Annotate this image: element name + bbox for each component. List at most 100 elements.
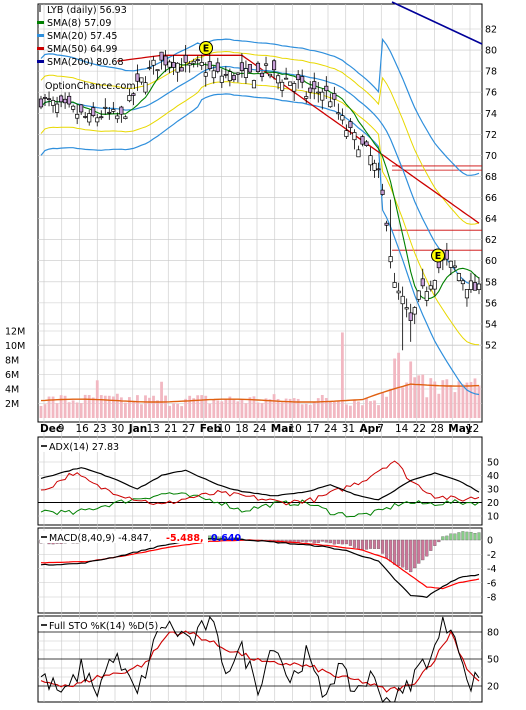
adx-tick-label: 20 (487, 498, 499, 509)
adx-title: ADX(14) 27.83 (49, 442, 119, 453)
macd-histogram-bar (441, 536, 445, 541)
volume-bar (421, 374, 425, 418)
candle-body (276, 75, 281, 84)
adx-line (40, 467, 480, 501)
macd-histogram-bar (308, 539, 312, 542)
candle-body (99, 116, 104, 119)
macd-histogram-bar (356, 539, 360, 550)
volume-bar (107, 395, 111, 418)
adx-title-bg (40, 440, 126, 452)
macd-histogram-bar (385, 539, 389, 559)
macd-tick-label: 0 (487, 536, 493, 547)
volume-bar (192, 398, 196, 418)
candle-body (103, 106, 108, 109)
x-tick-label: 10 (218, 423, 231, 435)
candle-body (42, 97, 48, 99)
candle-body (263, 63, 269, 66)
candle-body (155, 69, 160, 72)
volume-bar (188, 395, 192, 418)
volume-bar (473, 378, 477, 418)
volume-bar (469, 381, 473, 418)
candle-body (284, 77, 289, 80)
volume-bar (43, 404, 47, 418)
candle-body (432, 280, 437, 290)
candle-body (364, 141, 369, 146)
volume-bar (172, 403, 176, 418)
macd-title-bg (40, 531, 208, 543)
volume-bar (425, 397, 429, 418)
macd-histogram-bar (288, 539, 292, 544)
volume-average-line (40, 383, 480, 403)
volume-bar (328, 401, 332, 418)
volume-bar (71, 400, 75, 418)
macd-histogram-bar (409, 539, 413, 573)
candle-body (211, 70, 216, 79)
volume-bar (405, 382, 409, 418)
volume-bar (208, 403, 212, 418)
minus-di-line (40, 460, 480, 506)
volume-tick-label: 10M (5, 341, 25, 352)
volume-tick-label: 2M (5, 399, 19, 410)
volume-bar (357, 401, 360, 418)
volume-bar (55, 403, 59, 418)
volume-bar (292, 398, 296, 418)
volume-bar (160, 381, 163, 418)
candle-body (396, 290, 401, 294)
candle-body (67, 95, 72, 105)
volume-bar (260, 403, 264, 418)
earnings-marker (199, 40, 213, 55)
volume-bar (75, 402, 79, 418)
candle-body (468, 280, 474, 290)
x-tick-label: Feb (200, 423, 222, 435)
volume-bar (59, 395, 63, 418)
earnings-marker-label: E (435, 251, 442, 262)
volume-bar (156, 400, 159, 418)
macd-signal-value: -5.488, (166, 533, 204, 544)
volume-bar (79, 403, 83, 418)
candle-body (135, 73, 140, 82)
candle-body (444, 250, 449, 260)
x-tick-label: 7 (377, 423, 384, 435)
candle-body (352, 132, 357, 141)
x-tick-label: 17 (306, 423, 319, 435)
candle-body (51, 100, 56, 106)
macd-histogram-bar (421, 539, 425, 561)
x-tick-label: 24 (253, 423, 267, 435)
candle-body (380, 189, 385, 195)
price-tick-label: 52 (485, 341, 497, 352)
price-tick-label: 80 (485, 46, 497, 57)
price-tick-label: 58 (485, 277, 497, 288)
x-tick-label: 10 (289, 423, 302, 435)
candle-body (376, 168, 381, 171)
candle-body (71, 105, 76, 110)
volume-bar (344, 404, 348, 418)
macd-histogram-bar (368, 539, 373, 549)
macd-histogram-bar (324, 539, 328, 543)
volume-bar (389, 388, 392, 418)
candle-body (215, 62, 220, 72)
volume-bar (83, 394, 87, 418)
candle-body (255, 62, 261, 73)
candle-body (428, 285, 433, 290)
volume-bar (320, 394, 324, 418)
earnings-marker (431, 248, 445, 263)
macd-histogram-bar (401, 539, 405, 568)
candle-body (115, 115, 120, 120)
macd-histogram-bar (364, 539, 369, 550)
candle-body (179, 67, 184, 72)
volume-bar (453, 392, 457, 418)
volume-bar (136, 395, 139, 418)
candle-body (239, 62, 244, 71)
sto-tick-label: 50 (487, 655, 499, 666)
volume-bar (264, 398, 268, 418)
volume-bar (276, 398, 280, 418)
volume-bar (252, 396, 256, 418)
volume-bar (385, 396, 388, 418)
candle-body (107, 111, 112, 114)
candle-body (340, 115, 345, 121)
candle-body (167, 61, 172, 68)
candle-body (384, 222, 389, 226)
candle-body (436, 261, 441, 269)
price-tick-label: 74 (485, 109, 497, 120)
candle-body (207, 61, 212, 70)
